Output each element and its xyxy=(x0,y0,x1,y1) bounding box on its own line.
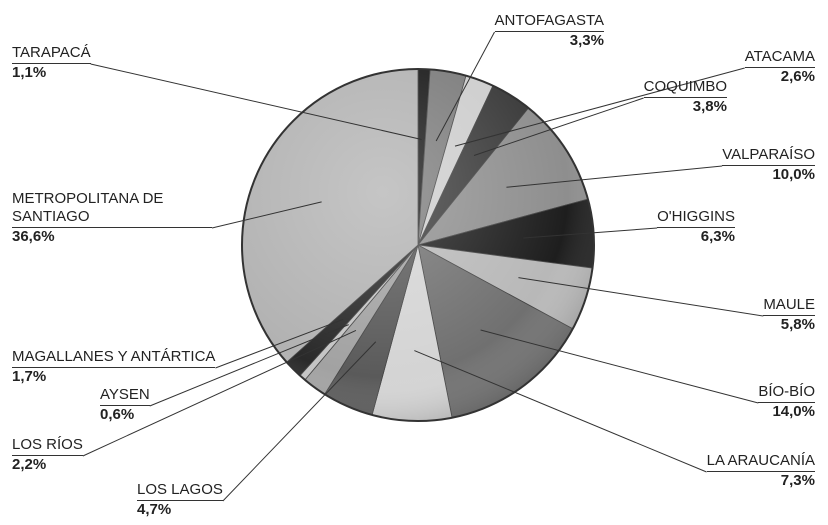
slice-label: VALPARAÍSO 10,0% xyxy=(722,146,815,184)
category-label: LOS RÍOS xyxy=(12,436,83,456)
slice-label: METROPOLITANA DE SANTIAGO 36,6% xyxy=(12,190,212,246)
category-label: AYSEN xyxy=(100,386,150,406)
category-label: ATACAMA xyxy=(744,48,815,68)
category-label: METROPOLITANA DE SANTIAGO xyxy=(12,190,212,228)
leader-line xyxy=(480,329,759,404)
slice-label: TARAPACÁ 1,1% xyxy=(12,44,91,82)
leader-line xyxy=(435,31,495,142)
slice-label: AYSEN 0,6% xyxy=(100,386,150,424)
value-label: 14,0% xyxy=(772,403,815,420)
value-label: 6,3% xyxy=(700,228,735,245)
leader-line xyxy=(82,329,357,457)
leader-line xyxy=(414,350,707,473)
slice-label: LOS LAGOS 4,7% xyxy=(137,481,223,519)
slice-label: LOS RÍOS 2,2% xyxy=(12,436,83,474)
value-label: 2,2% xyxy=(12,456,47,473)
slice-label: LA ARAUCANÍA 7,3% xyxy=(706,452,815,490)
category-label: LA ARAUCANÍA xyxy=(706,452,815,472)
category-label: LOS LAGOS xyxy=(137,481,223,501)
value-label: 2,6% xyxy=(780,68,815,85)
leader-line xyxy=(506,165,723,188)
value-label: 0,6% xyxy=(100,406,135,423)
slice-label: COQUIMBO 3,8% xyxy=(643,78,727,116)
slice-label: ATACAMA 2,6% xyxy=(744,48,815,86)
slice-label: O'HIGGINS 6,3% xyxy=(657,208,735,246)
category-label: O'HIGGINS xyxy=(657,208,735,228)
value-label: 7,3% xyxy=(780,472,815,489)
leader-line xyxy=(149,324,349,407)
category-label: MAGALLANES Y ANTÁRTICA xyxy=(12,348,216,368)
leader-line xyxy=(523,227,658,239)
leader-line xyxy=(215,318,344,369)
category-label: ANTOFAGASTA xyxy=(494,12,604,32)
category-label: TARAPACÁ xyxy=(12,44,91,64)
value-label: 3,3% xyxy=(569,32,604,49)
value-label: 5,8% xyxy=(780,316,815,333)
leader-line xyxy=(222,341,377,502)
value-label: 3,8% xyxy=(692,98,727,115)
leader-line xyxy=(518,277,764,317)
value-label: 4,7% xyxy=(137,501,172,518)
slice-label: ANTOFAGASTA 3,3% xyxy=(494,12,604,50)
leader-line xyxy=(473,97,644,156)
value-label: 36,6% xyxy=(12,228,55,245)
category-label: BÍO-BÍO xyxy=(758,383,815,403)
category-label: VALPARAÍSO xyxy=(722,146,815,166)
slice-label: BÍO-BÍO 14,0% xyxy=(758,383,815,421)
leader-line xyxy=(454,67,745,147)
value-label: 1,7% xyxy=(12,368,47,385)
value-label: 1,1% xyxy=(12,64,47,81)
slice-label: MAGALLANES Y ANTÁRTICA 1,7% xyxy=(12,348,216,386)
value-label: 10,0% xyxy=(772,166,815,183)
leader-line xyxy=(211,201,322,229)
category-label: MAULE xyxy=(763,296,815,316)
category-label: COQUIMBO xyxy=(643,78,727,98)
leader-line xyxy=(90,63,422,140)
slice-label: MAULE 5,8% xyxy=(763,296,815,334)
